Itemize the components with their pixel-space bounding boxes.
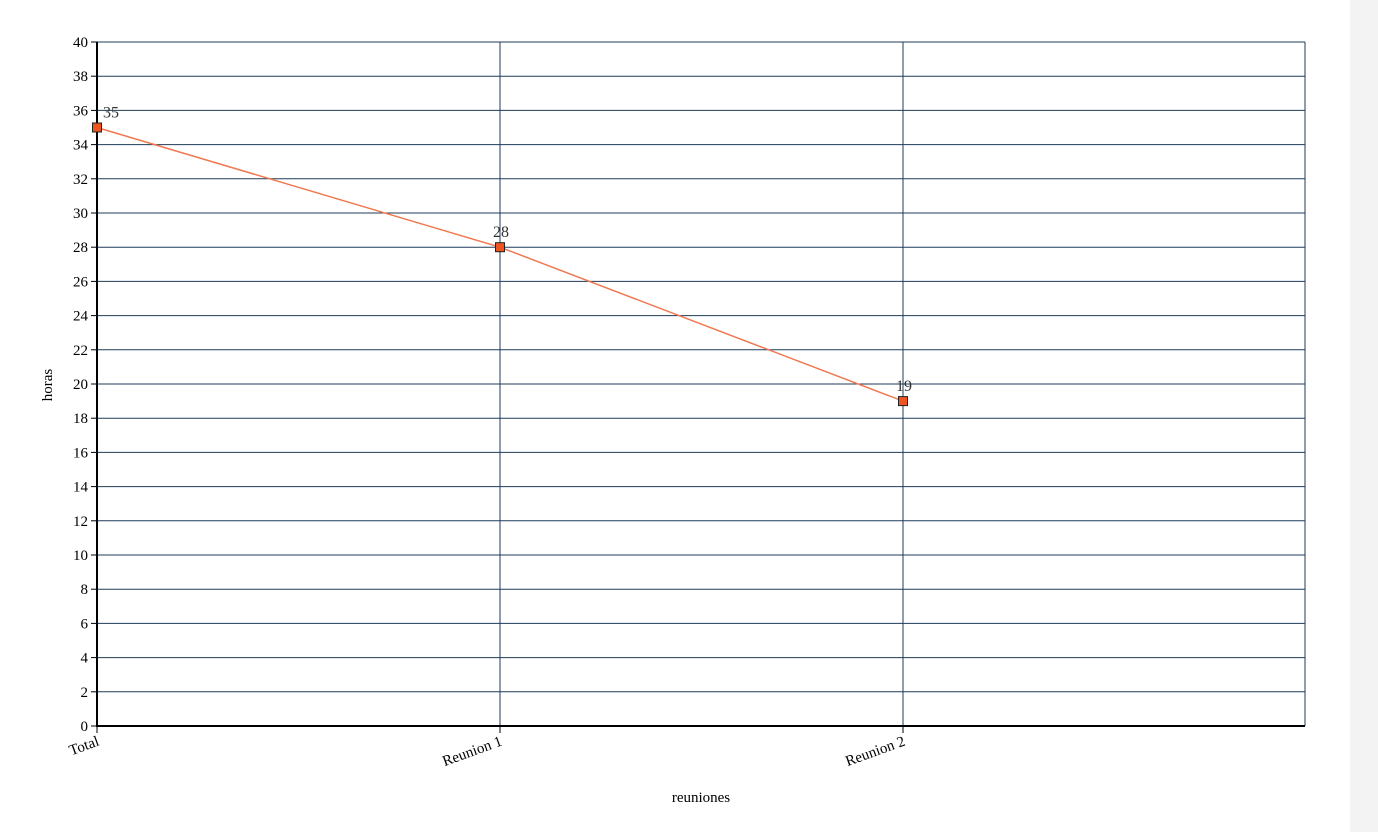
y-tick-label: 20 <box>73 377 88 393</box>
y-tick-label: 28 <box>73 240 88 256</box>
y-tick-label: 0 <box>81 719 89 735</box>
y-tick-label: 12 <box>73 514 88 530</box>
data-point <box>495 242 505 253</box>
grid <box>97 41 1306 726</box>
y-tick-label: 14 <box>73 480 89 496</box>
data-label: 35 <box>103 105 119 122</box>
y-tick-label: 24 <box>73 309 89 325</box>
x-tick-label: Total <box>67 734 101 760</box>
data-point <box>898 396 908 407</box>
y-tick-label: 2 <box>81 685 89 701</box>
y-tick-label: 32 <box>73 172 88 188</box>
y-tick-label: 8 <box>81 582 89 598</box>
y-tick-label: 26 <box>73 274 89 290</box>
y-tick-label: 6 <box>81 616 89 632</box>
y-tick-label: 22 <box>73 343 88 359</box>
y-tick-label: 38 <box>73 69 88 85</box>
x-tick-label: Reunion 1 <box>441 734 505 770</box>
y-tick-label: 30 <box>73 206 88 222</box>
y-tick-label: 36 <box>73 103 89 119</box>
y-tick-label: 18 <box>73 411 88 427</box>
axes <box>91 41 1305 733</box>
data-label: 28 <box>493 224 509 241</box>
x-tick-labels: Total Reunion 1 Reunion 2 <box>67 734 907 770</box>
data-label: 19 <box>896 378 912 395</box>
x-axis-label: reuniones <box>672 790 730 806</box>
y-tick-label: 10 <box>73 548 88 564</box>
chart-area: 0 2 4 6 8 10 12 14 16 18 20 22 24 26 28 30 32 34 36 38 40 To… <box>40 35 1306 806</box>
right-margin-strip <box>1350 0 1378 832</box>
x-tick-label: Reunion 2 <box>844 734 908 770</box>
data-point <box>92 122 102 133</box>
y-axis-label: horas <box>40 369 56 402</box>
y-tick-label: 34 <box>73 138 89 154</box>
y-tick-label: 16 <box>73 445 89 461</box>
y-tick-label: 40 <box>73 35 88 51</box>
data-labels: 35 28 19 <box>103 105 912 396</box>
y-tick-label: 4 <box>81 651 89 667</box>
series <box>92 122 908 407</box>
